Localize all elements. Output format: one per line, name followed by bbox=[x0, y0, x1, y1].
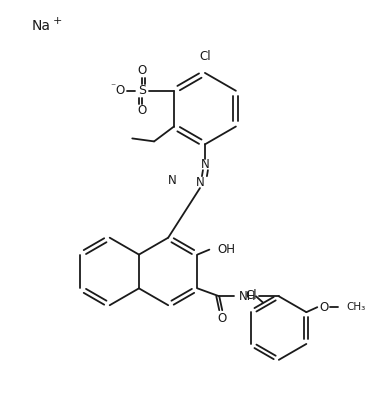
Text: OH: OH bbox=[217, 243, 235, 256]
Text: N: N bbox=[201, 158, 209, 171]
Text: +: + bbox=[53, 16, 62, 26]
Text: S: S bbox=[138, 84, 146, 97]
Text: N: N bbox=[168, 174, 177, 187]
Text: Na: Na bbox=[31, 19, 50, 33]
Text: Cl: Cl bbox=[246, 289, 257, 302]
Text: O: O bbox=[116, 84, 125, 97]
Text: O: O bbox=[138, 64, 147, 77]
Text: CH₃: CH₃ bbox=[346, 302, 365, 312]
Text: NH: NH bbox=[239, 290, 256, 303]
Text: O: O bbox=[218, 312, 227, 325]
Text: O: O bbox=[138, 104, 147, 117]
Text: O: O bbox=[320, 301, 329, 314]
Text: ⁻: ⁻ bbox=[111, 82, 116, 92]
Text: N: N bbox=[196, 176, 204, 189]
Text: Cl: Cl bbox=[199, 50, 211, 63]
